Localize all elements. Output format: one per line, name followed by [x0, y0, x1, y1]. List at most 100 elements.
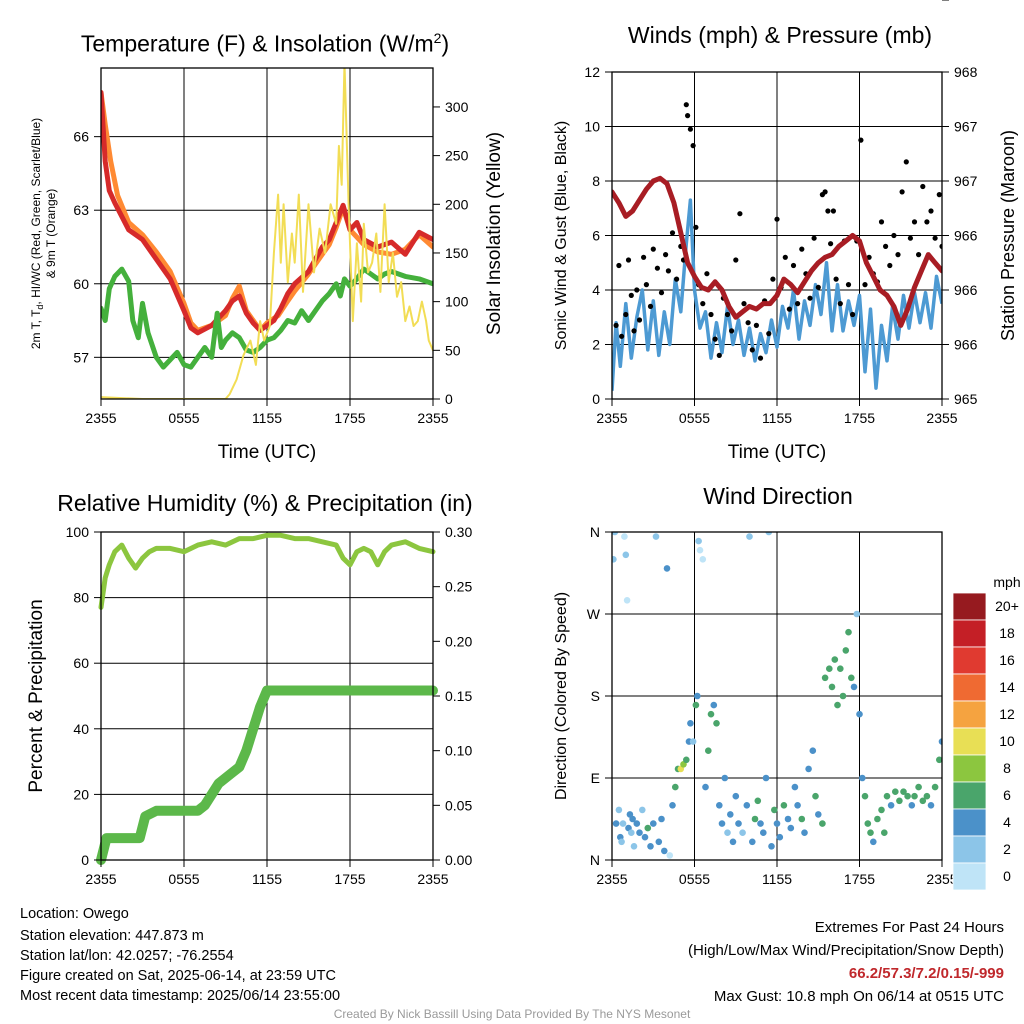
winds-gust-point — [770, 276, 776, 282]
extremes-values: 66.2/57.3/7.2/0.15/-999 — [848, 965, 1004, 982]
temperature-series-line — [101, 90, 433, 336]
temperature-y2-tick-label: 250 — [445, 148, 469, 164]
winds-x-tick-label: 1155 — [762, 410, 792, 426]
humidity-title: Relative Humidity (%) & Precipitation (i… — [57, 490, 473, 516]
winds-gust-point — [623, 311, 629, 318]
colorbar-swatch — [952, 754, 987, 783]
winds-gust-point — [658, 290, 665, 296]
direction-point — [915, 783, 922, 791]
temperature-x-tick-label: 1755 — [334, 410, 365, 426]
direction-point — [853, 610, 861, 618]
direction-y-tick-label: W — [587, 606, 601, 622]
winds-gust-point — [891, 232, 897, 239]
humidity-y-tick-label: 40 — [73, 721, 89, 737]
direction-point — [837, 665, 844, 672]
colorbar-label: 2 — [1003, 841, 1011, 857]
winds-gust-point — [825, 208, 831, 214]
colorbar-swatch — [952, 727, 987, 756]
winds-y-tick-label: 10 — [584, 119, 600, 135]
direction-point — [729, 838, 737, 846]
colorbar-label: 12 — [999, 706, 1015, 722]
winds-gust-point — [700, 301, 706, 307]
direction-point — [650, 820, 657, 827]
winds-gust-point — [895, 252, 901, 258]
winds-gust-point — [749, 347, 755, 353]
winds-gust-point — [782, 254, 788, 260]
winds-y-tick-label: 12 — [584, 64, 600, 80]
winds-gust-point — [745, 320, 751, 326]
direction-point — [683, 756, 690, 764]
direction-point — [628, 829, 635, 836]
temperature-y-tick-label: 66 — [73, 129, 89, 145]
direction-point — [911, 792, 918, 800]
direction-point — [784, 815, 792, 823]
humidity-series-line — [98, 532, 436, 610]
humidity-x-tick-label: 1155 — [252, 871, 282, 887]
direction-point — [713, 720, 720, 727]
direction-point — [923, 792, 931, 800]
direction-point — [881, 829, 888, 836]
winds-gust-point — [786, 306, 793, 312]
winds-gust-point — [903, 159, 909, 165]
winds-x-tick-label: 1755 — [844, 410, 875, 426]
colorbar-label: 14 — [999, 679, 1015, 695]
winds-gust-point — [830, 208, 837, 214]
winds-gust-point — [887, 262, 893, 269]
direction-point — [692, 701, 700, 709]
direction-point — [762, 774, 770, 782]
winds-gust-point — [850, 311, 856, 318]
direction-y-tick-label: N — [590, 524, 600, 540]
humidity-y2-tick-label: 0.05 — [445, 797, 472, 813]
direction-point — [805, 765, 812, 773]
winds-gust-point — [693, 224, 699, 230]
direction-point — [615, 806, 623, 814]
winds-y-tick-label: 0 — [592, 391, 600, 407]
direction-point — [630, 843, 638, 850]
winds-y-tick-label: 2 — [592, 337, 600, 353]
winds-gust-point — [815, 284, 821, 290]
direction-point — [870, 838, 877, 846]
direction-point — [834, 701, 841, 709]
temperature-x-tick-label: 2355 — [85, 410, 116, 426]
direction-point — [647, 843, 654, 850]
direction-point — [629, 815, 636, 823]
winds-y-tick-label: 4 — [592, 282, 600, 298]
direction-point — [612, 532, 619, 536]
direction-point — [908, 802, 916, 809]
temperature-y2-tick-label: 0 — [445, 391, 453, 407]
winds-gust-point — [807, 295, 813, 301]
winds-gust-point — [811, 235, 817, 241]
winds-gust-point — [724, 311, 731, 318]
winds-gust-point — [883, 243, 889, 249]
colorbar-label: 20+ — [995, 598, 1019, 614]
direction-x-tick-label: 1755 — [844, 871, 875, 887]
winds-ylabel-right: Station Pressure (Maroon) — [998, 130, 1018, 341]
colorbar-swatch — [952, 700, 987, 729]
winds-y2-tick-label: 966 — [954, 228, 978, 244]
direction-point — [746, 533, 753, 540]
footer-created: Figure created on Sat, 2025-06-14, at 23… — [20, 968, 336, 984]
footer-recent: Most recent data timestamp: 2025/06/14 2… — [20, 988, 341, 1004]
winds-gust-point — [866, 254, 872, 260]
temperature-y-tick-label: 60 — [73, 276, 89, 292]
direction-point — [672, 783, 679, 791]
winds-gust-point — [833, 276, 839, 282]
colorbar-title: mph — [993, 574, 1020, 590]
direction-point — [695, 537, 702, 545]
direction-point — [859, 774, 866, 782]
direction-point — [689, 738, 697, 745]
winds-y2-tick-label: 965 — [954, 391, 978, 407]
direction-point — [655, 838, 663, 846]
direction-point — [751, 815, 759, 823]
direction-point — [721, 774, 729, 782]
winds-y2-tick-label: 967 — [954, 173, 978, 189]
direction-point — [633, 820, 641, 827]
winds-gust-point — [795, 301, 801, 307]
temperature-series-line — [101, 68, 433, 399]
colorbar-swatch — [952, 619, 987, 648]
direction-point — [612, 820, 620, 827]
direction-points-group — [612, 532, 942, 859]
humidity-x-tick-label: 0555 — [168, 871, 199, 887]
direction-point — [809, 747, 817, 754]
